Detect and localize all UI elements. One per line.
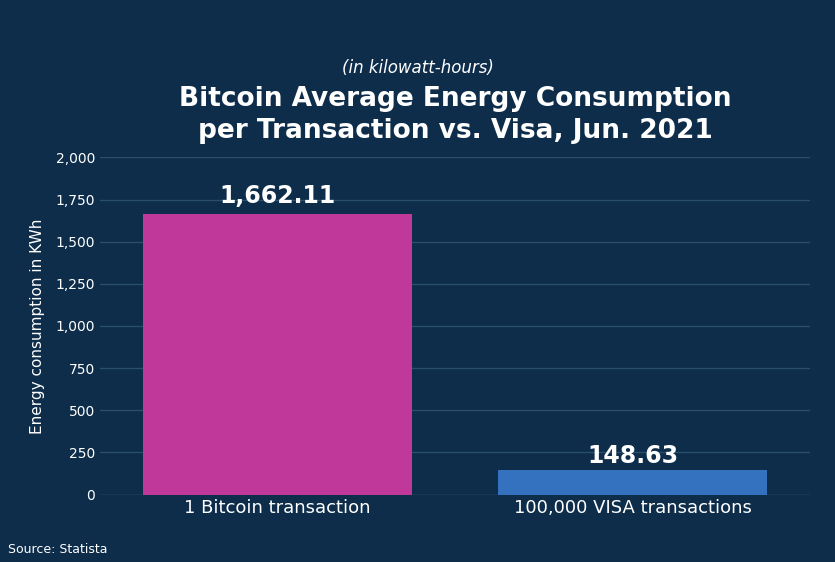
Bar	[498, 469, 767, 495]
Text: Source: Statista: Source: Statista	[8, 543, 108, 556]
Bar	[143, 214, 412, 495]
Text: 1,662.11: 1,662.11	[220, 184, 336, 207]
Y-axis label: Energy consumption in KWh: Energy consumption in KWh	[30, 218, 45, 434]
Text: (in kilowatt-hours): (in kilowatt-hours)	[342, 59, 493, 77]
Text: 148.63: 148.63	[587, 444, 678, 468]
Title: Bitcoin Average Energy Consumption
per Transaction vs. Visa, Jun. 2021: Bitcoin Average Energy Consumption per T…	[179, 86, 731, 144]
